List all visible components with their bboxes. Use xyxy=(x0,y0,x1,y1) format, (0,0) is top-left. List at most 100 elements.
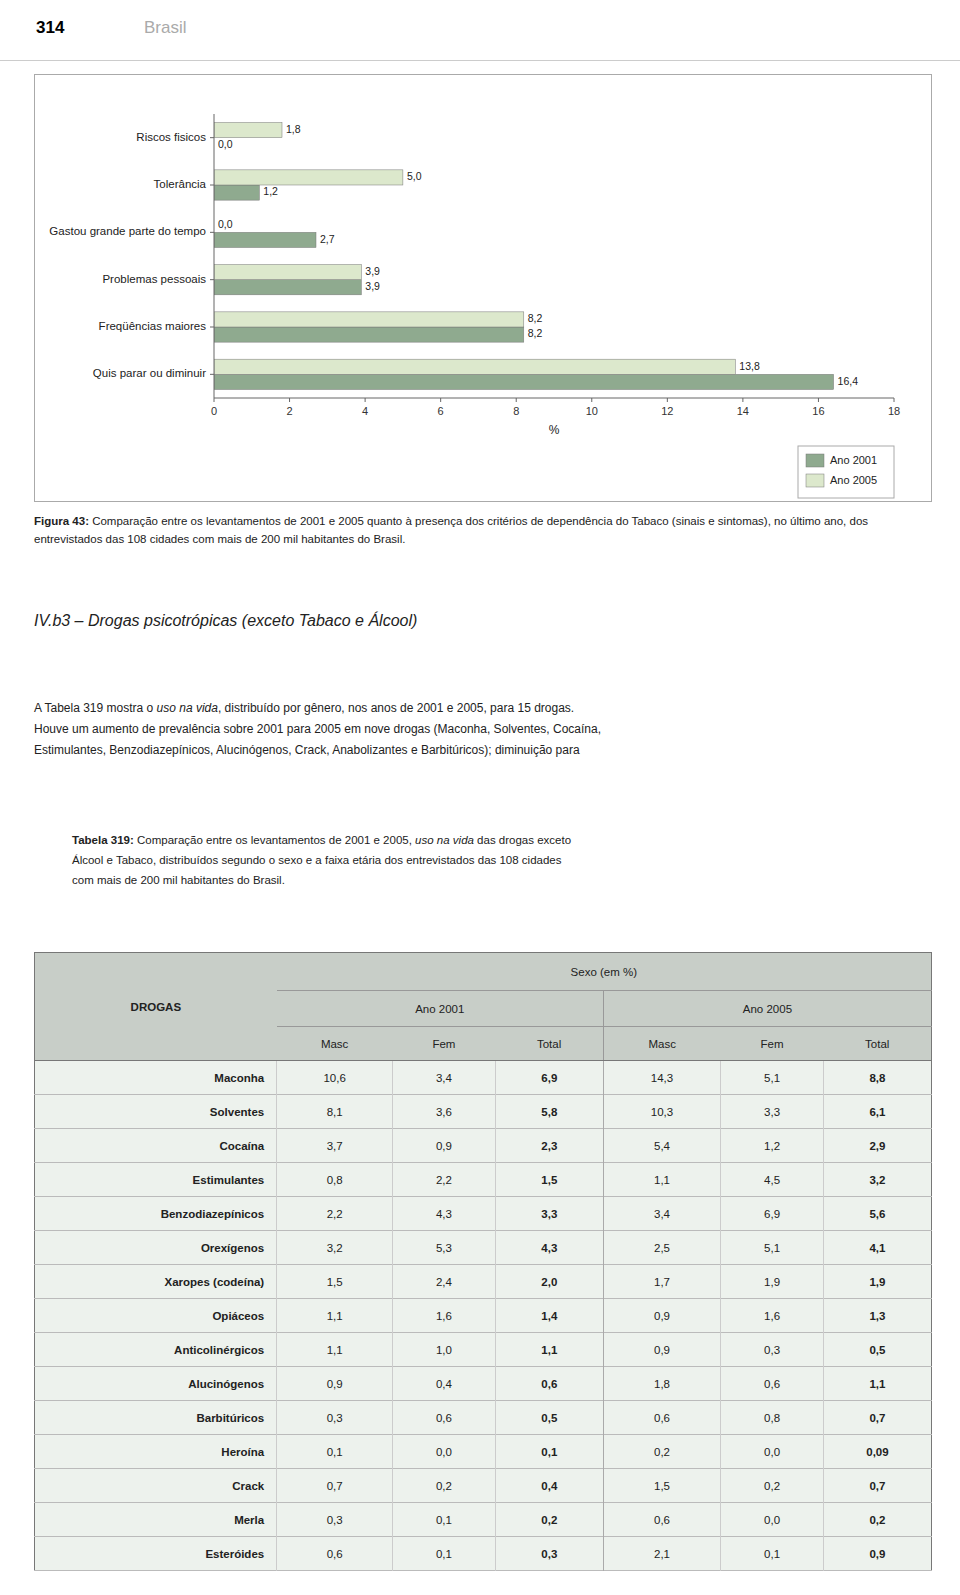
legend-swatch xyxy=(806,454,824,467)
table-cell: 0,6 xyxy=(721,1367,824,1401)
row-label: Anticolinérgicos xyxy=(35,1333,277,1367)
x-tick-label: 18 xyxy=(888,405,900,417)
x-tick xyxy=(440,398,441,402)
table-cell: 0,3 xyxy=(721,1333,824,1367)
data-label: 8,2 xyxy=(528,312,543,324)
table-cell: 0,6 xyxy=(495,1367,603,1401)
table-cell: 1,1 xyxy=(277,1333,393,1367)
x-axis-label: % xyxy=(549,423,560,437)
row-label: Xaropes (codeína) xyxy=(35,1265,277,1299)
x-tick xyxy=(591,398,592,402)
table-cell: 1,5 xyxy=(603,1469,720,1503)
y-tick-label: Problemas pessoais xyxy=(102,273,206,285)
row-label: Heroína xyxy=(35,1435,277,1469)
header-row: DROGASSexo (em %) xyxy=(35,953,932,991)
table-cell: 4,5 xyxy=(721,1163,824,1197)
header-cell: DROGAS xyxy=(35,953,277,1061)
body-text-italic: uso na vida xyxy=(157,701,218,715)
page-title: Brasil xyxy=(144,18,187,38)
table-cell: 1,8 xyxy=(603,1367,720,1401)
row-label: Merla xyxy=(35,1503,277,1537)
x-tick xyxy=(289,398,290,402)
row-label: Estimulantes xyxy=(35,1163,277,1197)
table-cell: 0,7 xyxy=(823,1469,931,1503)
bar xyxy=(214,265,361,280)
x-tick-label: 8 xyxy=(513,405,519,417)
table-cell: 1,5 xyxy=(277,1265,393,1299)
table-cell: 0,8 xyxy=(277,1163,393,1197)
table-cell: 0,2 xyxy=(823,1503,931,1537)
data-label: 1,2 xyxy=(263,185,278,197)
page: 314Brasil0,01,22,73,98,216,41,85,00,03,9… xyxy=(0,0,960,1595)
table-row: Maconha10,63,46,914,35,18,8 xyxy=(35,1061,932,1095)
table-cell: 3,4 xyxy=(393,1061,496,1095)
row-label: Maconha xyxy=(35,1061,277,1095)
table-wrap: DROGASSexo (em %)Ano 2001Ano 2005MascFem… xyxy=(34,952,932,1571)
figure-caption-text: Comparação entre os levantamentos de 200… xyxy=(34,515,868,545)
table-cell: 3,4 xyxy=(603,1197,720,1231)
table-cell: 0,6 xyxy=(277,1537,393,1571)
bar xyxy=(214,170,403,185)
y-tick-label: Riscos fisicos xyxy=(136,131,206,143)
table-cell: 5,8 xyxy=(495,1095,603,1129)
table-row: Xaropes (codeína)1,52,42,01,71,91,9 xyxy=(35,1265,932,1299)
table-cell: 0,2 xyxy=(721,1469,824,1503)
y-tick xyxy=(210,374,214,375)
table-row: Solventes8,13,65,810,33,36,1 xyxy=(35,1095,932,1129)
data-table: DROGASSexo (em %)Ano 2001Ano 2005MascFem… xyxy=(34,952,932,1571)
legend-swatch xyxy=(806,474,824,487)
y-tick xyxy=(210,232,214,233)
table-cell: 2,2 xyxy=(393,1163,496,1197)
table-cell: 3,2 xyxy=(823,1163,931,1197)
table-cell: 0,1 xyxy=(393,1503,496,1537)
data-label: 3,9 xyxy=(365,280,380,292)
body-line: A Tabela 319 mostra o uso na vida, distr… xyxy=(34,698,932,719)
x-tick xyxy=(742,398,743,402)
x-tick xyxy=(214,398,215,402)
table-cell: 0,5 xyxy=(823,1333,931,1367)
y-tick-label: Gastou grande parte do tempo xyxy=(49,225,206,237)
table-cell: 0,4 xyxy=(393,1367,496,1401)
x-tick-label: 2 xyxy=(286,405,292,417)
body-text: A Tabela 319 mostra o uso na vida, distr… xyxy=(34,698,932,761)
table-cell: 0,3 xyxy=(277,1503,393,1537)
table-cell: 1,3 xyxy=(823,1299,931,1333)
table-row: Estimulantes0,82,21,51,14,53,2 xyxy=(35,1163,932,1197)
chart-frame xyxy=(35,75,932,502)
y-tick xyxy=(210,185,214,186)
y-tick-label: Tolerância xyxy=(154,178,207,190)
table-row: Benzodiazepínicos2,24,33,33,46,95,6 xyxy=(35,1197,932,1231)
header-cell: Total xyxy=(823,1027,931,1061)
y-tick xyxy=(210,137,214,138)
body-line: Estimulantes, Benzodiazepínicos, Alucinó… xyxy=(34,740,932,761)
body-text-part: A Tabela 319 mostra o xyxy=(34,701,157,715)
table-cell: 0,9 xyxy=(603,1333,720,1367)
table-row: Crack0,70,20,41,50,20,7 xyxy=(35,1469,932,1503)
data-label: 16,4 xyxy=(838,375,859,387)
table-caption-italic: uso na vida xyxy=(412,834,474,846)
row-label: Barbitúricos xyxy=(35,1401,277,1435)
table-cell: 0,1 xyxy=(721,1537,824,1571)
table-cell: 6,9 xyxy=(495,1061,603,1095)
x-tick-label: 12 xyxy=(661,405,673,417)
table-cell: 0,1 xyxy=(495,1435,603,1469)
table-row: Barbitúricos0,30,60,50,60,80,7 xyxy=(35,1401,932,1435)
table-cell: 0,7 xyxy=(277,1469,393,1503)
table-cell: 0,0 xyxy=(721,1435,824,1469)
table-cell: 8,1 xyxy=(277,1095,393,1129)
table-cell: 10,6 xyxy=(277,1061,393,1095)
table-cell: 6,9 xyxy=(721,1197,824,1231)
header-cell: Total xyxy=(495,1027,603,1061)
table-cell: 4,3 xyxy=(393,1197,496,1231)
table-cell: 8,8 xyxy=(823,1061,931,1095)
data-label: 5,0 xyxy=(407,170,422,182)
y-tick xyxy=(210,279,214,280)
table-cell: 2,0 xyxy=(495,1265,603,1299)
table-cell: 2,9 xyxy=(823,1129,931,1163)
table-cell: 3,3 xyxy=(721,1095,824,1129)
table-caption: Tabela 319: Comparação entre os levantam… xyxy=(72,830,922,890)
table-row: Opiáceos1,11,61,40,91,61,3 xyxy=(35,1299,932,1333)
bar xyxy=(214,185,259,200)
table-cell: 1,1 xyxy=(277,1299,393,1333)
legend-box xyxy=(798,446,894,498)
